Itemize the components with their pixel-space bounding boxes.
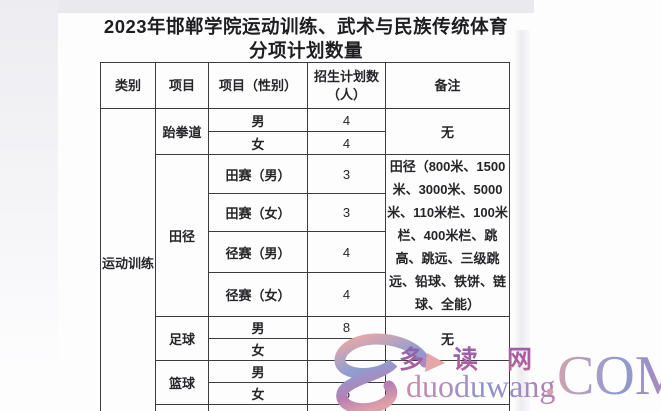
project-cell-taekwondo: 跆拳道 <box>155 108 209 155</box>
column-header-plan-count: 招生计划数（人） <box>307 62 386 109</box>
column-header-project-gender: 项目（性别） <box>208 62 308 109</box>
page-title-line1: 2023年邯郸学院运动训练、武术与民族传统体育 <box>103 16 509 37</box>
count-cell: 3 <box>307 193 386 232</box>
table-row: 径赛（男） 4 <box>101 231 510 273</box>
column-header-remarks: 备注 <box>385 62 510 109</box>
count-cell: 4 <box>307 231 386 273</box>
empty-cell <box>155 404 209 411</box>
page-top-shading <box>0 0 534 13</box>
note-cell-football: 无 <box>385 316 510 361</box>
table-row: 女 4 <box>101 131 510 155</box>
page-edge-shadow <box>514 30 530 411</box>
project-cell-football: 足球 <box>155 316 209 361</box>
gender-cell: 女 <box>208 382 308 405</box>
count-cell: 3 <box>307 154 386 194</box>
count-cell: 6 <box>307 382 386 405</box>
watermark-tld-text: .COM <box>543 348 661 404</box>
category-cell: 运动训练 <box>100 108 156 411</box>
column-header-category: 类别 <box>100 62 156 109</box>
empty-cell <box>385 404 510 411</box>
table-row-cutoff <box>101 404 510 411</box>
enrollment-plan-table: 类别 项目 项目（性别） 招生计划数（人） 备注 运动训练 跆拳道 男 4 无 … <box>100 62 510 411</box>
gender-cell: 径赛（男） <box>208 231 308 273</box>
gender-cell: 田赛（男） <box>208 154 308 194</box>
table-row: 篮球 男 <box>101 360 510 405</box>
table-row: 田径 田赛（男） 3 田径（800米、1500米、3000米、5000米、110… <box>101 154 510 317</box>
project-cell-athletics: 田径 <box>155 154 209 317</box>
count-cell <box>307 338 386 361</box>
gender-cell: 男 <box>208 316 308 339</box>
gender-cell: 田赛（女） <box>208 193 308 232</box>
gender-cell: 女 <box>208 338 308 361</box>
gender-cell: 径赛（女） <box>208 272 308 317</box>
count-cell: 8 <box>307 316 386 339</box>
empty-cell <box>307 404 386 411</box>
gender-cell: 男 <box>208 108 308 132</box>
page-title: 2023年邯郸学院运动训练、武术与民族传统体育 分项计划数量 <box>78 15 534 63</box>
note-cell-athletics: 田径（800米、1500米、3000米、5000米、110米栏、100米栏、40… <box>385 154 510 317</box>
count-cell: 4 <box>307 272 386 317</box>
count-cell <box>307 360 386 383</box>
gender-cell: 女 <box>208 131 308 155</box>
empty-cell <box>208 404 308 411</box>
table-row: 足球 男 8 无 <box>101 316 510 361</box>
note-cell-taekwondo: 无 <box>385 108 510 155</box>
note-cell-basketball <box>385 360 510 405</box>
count-cell: 4 <box>307 108 386 132</box>
column-header-project: 项目 <box>155 62 209 109</box>
project-cell-basketball: 篮球 <box>155 360 209 405</box>
gender-cell: 男 <box>208 360 308 383</box>
table-row: 运动训练 跆拳道 男 4 无 <box>100 108 510 411</box>
page-left-shading <box>0 0 58 411</box>
count-cell: 4 <box>307 131 386 155</box>
page-title-line2: 分项计划数量 <box>248 40 363 61</box>
header-row: 类别 项目 项目（性别） 招生计划数（人） 备注 <box>100 62 510 109</box>
